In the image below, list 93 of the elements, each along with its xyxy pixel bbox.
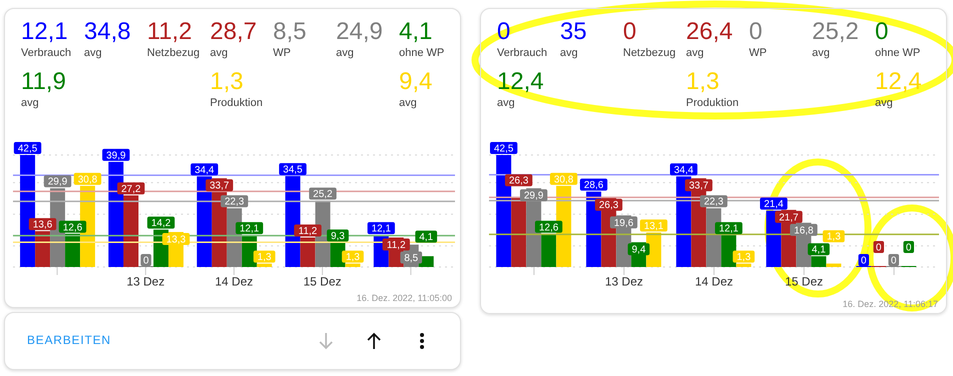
text: 12,4 (497, 68, 544, 95)
text: Produktion (686, 97, 739, 109)
data-label: 22,3 (224, 196, 245, 208)
text: avg (399, 97, 418, 109)
data-label: 0 (143, 256, 150, 266)
text: 24,9 (336, 18, 383, 45)
x-tick-label: 14 Dez (214, 274, 254, 289)
data-label: 14,2 (151, 218, 172, 230)
data-label: 42,5 (18, 144, 38, 154)
data-label: 29,9 (524, 190, 544, 202)
data-label: 4,1 (812, 244, 826, 256)
data-label: 33,7 (688, 180, 709, 192)
data-label: 30,8 (554, 174, 574, 186)
text: WP (749, 47, 767, 59)
text: Produktion (210, 97, 263, 109)
text: Verbrauch (21, 47, 72, 59)
x-tick-label: 13 Dez (126, 274, 165, 289)
x-tick-label: 14 Dez (694, 274, 734, 289)
text: 0 (875, 18, 890, 45)
text: avg (686, 47, 705, 59)
data-label: 0 (890, 256, 897, 266)
text: avg (84, 47, 103, 59)
data-label: 11,2 (386, 240, 406, 251)
data-label: 27,2 (121, 184, 142, 195)
data-label: 21,7 (778, 212, 799, 224)
data-label: 29,9 (48, 176, 68, 188)
text: WP (273, 47, 292, 59)
text: 9,4 (399, 68, 432, 95)
data-label: 1,3 (736, 252, 752, 264)
text: BEARBEITEN (27, 333, 112, 347)
text: 28,7 (210, 18, 257, 45)
data-label: 0 (876, 242, 882, 254)
text: 0 (623, 18, 638, 45)
text: 26,4 (686, 18, 733, 45)
data-label: 0 (860, 256, 867, 266)
x-tick-label: 15 Dez (303, 274, 342, 289)
text: 35 (560, 18, 587, 45)
data-label: 34,5 (283, 164, 303, 176)
data-label: 16,8 (794, 225, 814, 236)
data-label: 34,4 (674, 164, 694, 176)
data-label: 13,1 (644, 220, 664, 232)
text: 16. Dez. 2022, 11:05:00 (356, 293, 452, 303)
text: Netzbezug (623, 47, 676, 59)
text: 34,8 (84, 18, 131, 45)
text: Verbrauch (497, 47, 548, 59)
text: avg (497, 97, 516, 109)
data-label: 8,5 (404, 252, 419, 264)
data-label: 22,3 (704, 196, 724, 208)
text: avg (812, 47, 831, 59)
data-label: 0 (906, 242, 912, 254)
data-label: 9,3 (330, 230, 346, 242)
data-label: 21,4 (764, 199, 784, 210)
text: 8,5 (273, 18, 306, 45)
data-label: 39,9 (106, 150, 126, 162)
data-label: 19,6 (614, 218, 634, 229)
text: 1,3 (686, 68, 720, 95)
text: 12,4 (875, 68, 922, 95)
data-label: 34,4 (194, 164, 215, 176)
data-label: 1,3 (826, 232, 842, 243)
text: avg (336, 47, 355, 59)
text: 11,2 (147, 18, 193, 45)
data-label: 12,1 (718, 224, 739, 235)
data-label: 9,4 (632, 244, 646, 256)
data-label: 12,1 (371, 224, 392, 235)
data-label: 42,5 (494, 144, 514, 154)
data-label: 1,3 (257, 252, 272, 264)
text: Netzbezug (147, 47, 200, 59)
data-label: 30,8 (78, 174, 98, 186)
data-label: 12,6 (538, 222, 559, 234)
data-label: 11,2 (298, 226, 318, 237)
text: ohne WP (399, 47, 444, 59)
text: 0 (749, 18, 764, 45)
data-label: 4,1 (419, 232, 434, 244)
data-label: 28,6 (584, 180, 604, 192)
text: avg (210, 47, 229, 59)
text: ohne WP (875, 47, 920, 59)
data-label: 13,3 (166, 234, 186, 246)
data-label: 12,6 (62, 222, 83, 234)
data-label: 13,6 (32, 220, 53, 231)
x-tick-label: 13 Dez (604, 274, 644, 289)
data-label: 12,1 (240, 224, 260, 235)
text: 11,9 (21, 68, 66, 95)
text: 4,1 (399, 18, 434, 45)
text: avg (560, 47, 579, 59)
data-label: 26,3 (598, 200, 619, 212)
data-label: 33,7 (210, 180, 230, 192)
text: avg (21, 97, 40, 109)
data-label: 26,3 (508, 176, 529, 187)
data-label: 25,2 (313, 189, 333, 200)
text: 25,2 (812, 18, 859, 45)
text: 1,3 (210, 68, 244, 95)
text: 12,1 (21, 18, 69, 45)
data-label: 1,3 (346, 252, 360, 264)
